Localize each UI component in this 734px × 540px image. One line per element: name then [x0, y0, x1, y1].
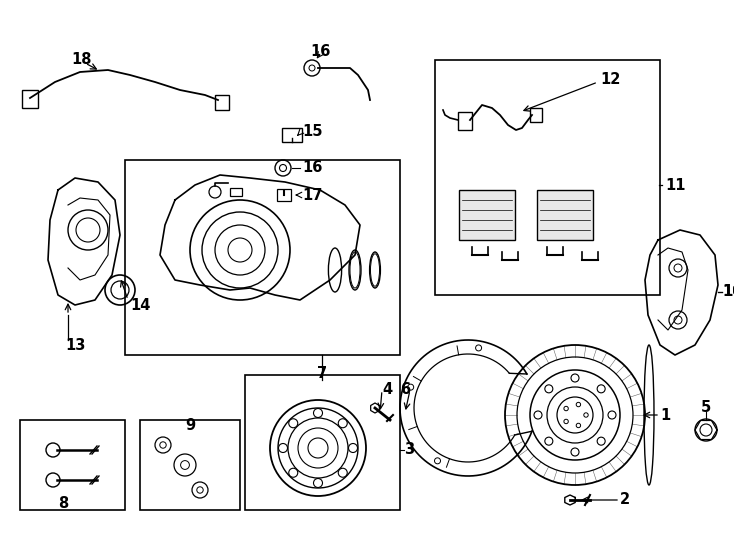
Text: 2: 2: [620, 492, 630, 508]
Text: 7: 7: [317, 366, 327, 381]
Text: 15: 15: [302, 125, 322, 139]
Bar: [125, 160, 400, 355]
Text: 3: 3: [404, 442, 414, 457]
Bar: [277, 189, 291, 201]
Bar: [530, 108, 542, 122]
Bar: [435, 60, 660, 295]
Bar: [245, 375, 400, 510]
Text: 18: 18: [72, 52, 92, 68]
Text: 16: 16: [310, 44, 330, 59]
Bar: [230, 188, 242, 196]
Text: 13: 13: [65, 338, 85, 353]
Bar: [140, 420, 240, 510]
Text: 5: 5: [701, 401, 711, 415]
Bar: [22, 90, 38, 108]
Text: 9: 9: [185, 417, 195, 433]
Text: 4: 4: [382, 382, 392, 397]
Bar: [215, 95, 229, 110]
Text: 10: 10: [722, 285, 734, 300]
Bar: [537, 190, 593, 240]
Bar: [282, 128, 302, 142]
Text: 12: 12: [600, 72, 620, 87]
Text: 10: 10: [722, 285, 734, 300]
Bar: [459, 190, 515, 240]
Text: 16: 16: [302, 160, 322, 176]
Text: 8: 8: [58, 496, 68, 510]
Bar: [458, 112, 472, 130]
Bar: [20, 420, 125, 510]
Text: 1: 1: [660, 408, 670, 422]
Text: 6: 6: [400, 382, 410, 397]
Text: 17: 17: [302, 187, 322, 202]
Text: 14: 14: [130, 298, 150, 313]
Text: 11: 11: [665, 178, 686, 192]
